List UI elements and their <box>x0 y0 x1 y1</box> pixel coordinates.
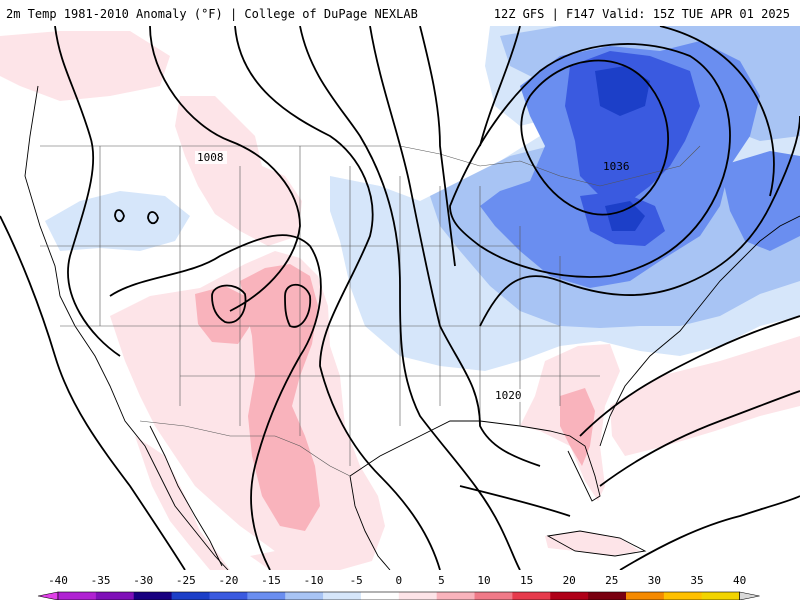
legend-tick-label: -30 <box>133 574 153 587</box>
product-title: 2m Temp 1981-2010 Anomaly (°F) | College… <box>6 7 418 21</box>
isobar-plains-2 <box>299 26 521 570</box>
legend-tick-label: 35 <box>690 574 703 587</box>
legend-tick-label: 40 <box>733 574 746 587</box>
cuba-coast <box>546 530 647 557</box>
legend-color-swatch <box>701 592 741 600</box>
legend-tick-label: 0 <box>395 574 402 587</box>
legend-color-swatch <box>436 592 476 600</box>
legend-color-swatch <box>247 592 286 600</box>
color-legend: -40 -35 -30 -25 -20 -15 -10 -5 0 5 10 15 20 25 30 35 40 <box>37 574 760 600</box>
isobar-atlantic-2 <box>599 390 800 487</box>
isobar-label-1008: 1008 <box>197 151 224 164</box>
legend-max-arrow <box>739 591 760 600</box>
legend-color-swatch <box>58 592 97 600</box>
header-bar: 2m Temp 1981-2010 Anomaly (°F) | College… <box>0 0 800 26</box>
legend-tick-label: 20 <box>563 574 576 587</box>
isobar-1036 <box>520 59 670 216</box>
legend-tick-label: 30 <box>648 574 661 587</box>
isobar-west-1 <box>54 26 121 357</box>
isobar-1008 <box>149 26 301 312</box>
legend-tick-label: 10 <box>477 574 490 587</box>
west-coast <box>24 85 229 570</box>
legend-color-swatch <box>474 592 513 600</box>
model-run-info: 12Z GFS | F147 Valid: 15Z TUE APR 01 202… <box>493 7 790 21</box>
isobar-1020 <box>369 26 541 467</box>
legend-tick-label: -10 <box>304 574 324 587</box>
legend-tick-label: 25 <box>605 574 618 587</box>
east-coast <box>599 215 800 447</box>
legend-tick-label: -40 <box>48 574 68 587</box>
legend-tick-label: -25 <box>176 574 196 587</box>
isobar-caribbean <box>459 485 571 517</box>
isobar-atlantic-1 <box>579 315 800 437</box>
legend-color-swatch <box>209 592 248 600</box>
legend-color-swatch <box>133 592 173 600</box>
legend-color-swatch <box>588 592 627 600</box>
legend-color-swatch <box>360 592 400 600</box>
isobar-label-1036: 1036 <box>603 160 630 173</box>
isobar-small-3 <box>211 284 247 324</box>
isobar-high-outer-2 <box>479 115 800 327</box>
legend-color-swatch <box>512 592 551 600</box>
legend-color-swatch <box>398 592 438 600</box>
coastlines <box>24 85 800 570</box>
legend-tick-label: -5 <box>350 574 363 587</box>
isobar-center-1 <box>419 26 456 267</box>
gulf-coast <box>349 420 601 502</box>
mexico-gulf-coast <box>349 475 391 570</box>
isobar-east-1 <box>479 26 521 147</box>
warm-area-pacific-mexico <box>250 546 350 570</box>
warm-core-florida <box>560 388 595 466</box>
us-mexico-border <box>139 420 351 477</box>
warm-area-northwest <box>175 96 302 246</box>
isobar-small-4 <box>284 283 312 328</box>
isobar-high-outer <box>449 43 731 278</box>
isobar-far-east <box>619 495 800 570</box>
cold-anomaly-extreme <box>595 66 650 231</box>
baja-coast <box>149 425 223 567</box>
warm-core-nevada <box>195 286 250 344</box>
canada-us-border <box>40 145 701 187</box>
legend-tick-label: 15 <box>520 574 533 587</box>
warm-area-baja <box>135 436 230 570</box>
legend-tick-label: -35 <box>91 574 111 587</box>
warm-area-pacific-north <box>0 31 170 101</box>
legend-color-swatch <box>663 592 703 600</box>
anomaly-map: 1008 1036 1020 <box>0 26 800 570</box>
legend-tick-label: 5 <box>438 574 445 587</box>
legend-tick-label: -20 <box>218 574 238 587</box>
legend-min-arrow <box>37 591 59 600</box>
legend-tick-label: -15 <box>261 574 281 587</box>
cold-peak-south <box>605 201 645 231</box>
warm-area-cuba <box>545 531 640 556</box>
isobar-small-2 <box>147 211 159 225</box>
legend-color-swatch <box>550 592 589 600</box>
cold-peak-north <box>595 66 650 116</box>
legend-color-swatch <box>171 592 210 600</box>
isobar-small-1 <box>114 209 125 223</box>
legend-color-swatch <box>626 592 665 600</box>
legend-color-swatch <box>323 592 362 600</box>
isobar-east-2 <box>659 26 775 197</box>
legend-color-swatch <box>95 592 135 600</box>
warm-area-atlantic <box>610 336 800 456</box>
isobar-west-2 <box>0 215 186 570</box>
legend-color-swatch <box>285 592 324 600</box>
isobar-rockies <box>109 234 322 570</box>
isobars <box>0 26 800 570</box>
isobar-label-1020: 1020 <box>495 389 522 402</box>
isobar-plains-1 <box>234 26 441 570</box>
political-borders <box>40 145 701 477</box>
